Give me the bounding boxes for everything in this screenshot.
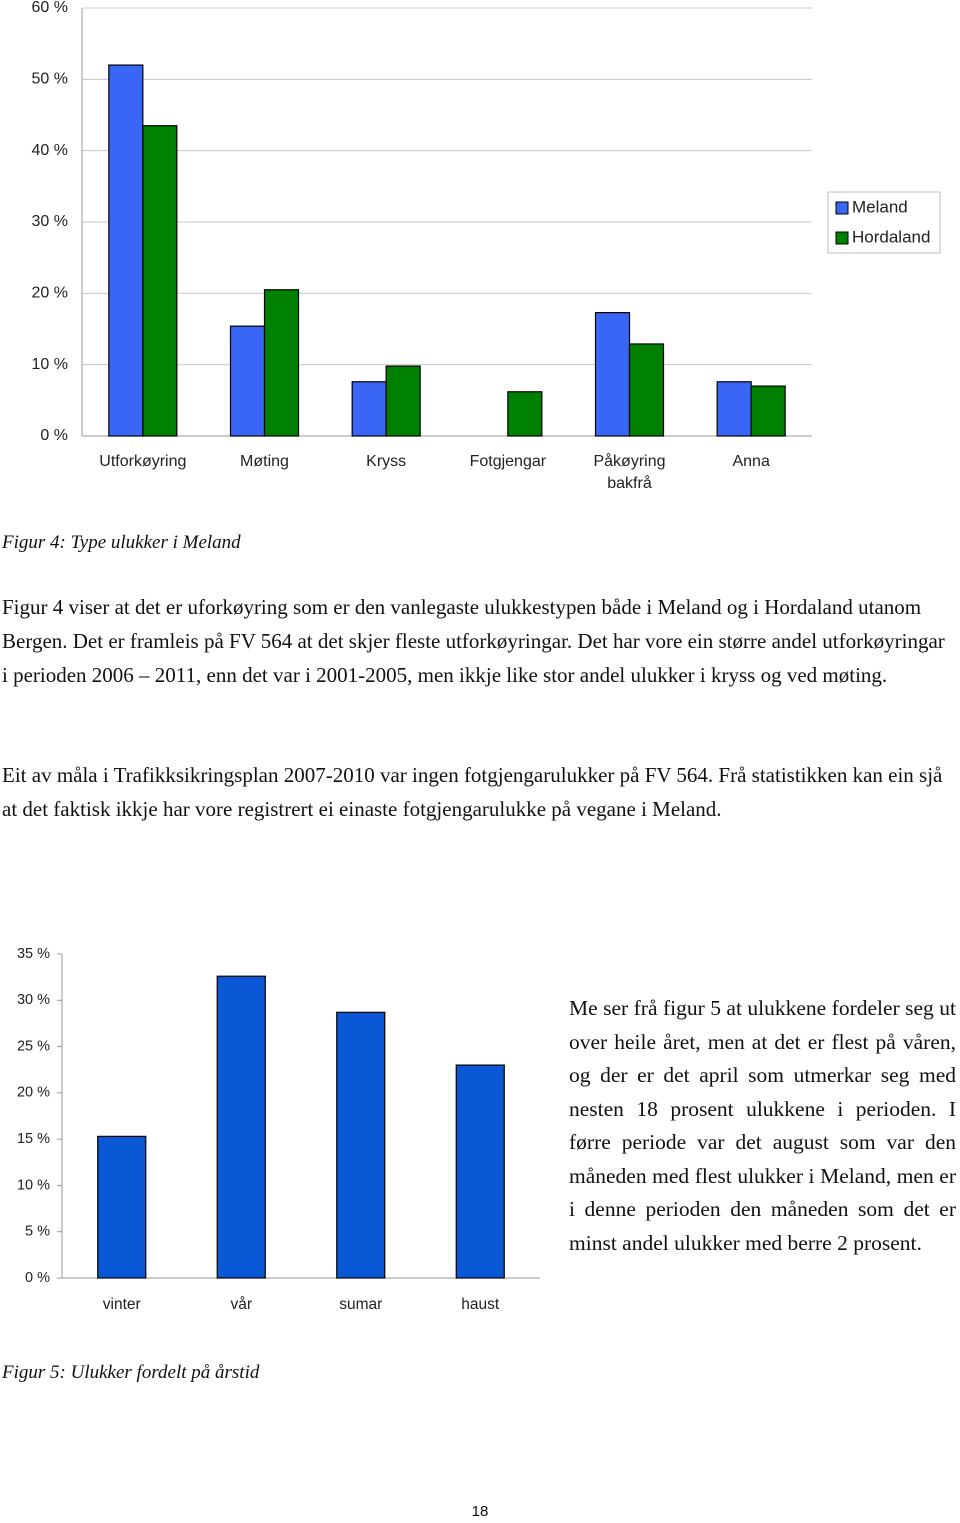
y-tick-label: 20 %: [32, 285, 68, 302]
x-tick-label: haust: [461, 1296, 500, 1313]
bar: [628, 343, 665, 437]
x-tick-label: Kryss: [366, 453, 407, 470]
x-tick-label: Møting: [240, 453, 289, 470]
y-tick-label: 25 %: [17, 1038, 50, 1054]
y-tick-label: 15 %: [17, 1131, 50, 1147]
y-tick-label: 0 %: [25, 1270, 50, 1286]
x-tick-label: sumar: [339, 1296, 383, 1313]
legend-label: Hordaland: [852, 227, 930, 246]
bar: [507, 391, 543, 437]
bar: [97, 1135, 147, 1279]
x-tick-label: vinter: [102, 1296, 141, 1313]
side-text: Me ser frå figur 5 at ulukkene fordeler …: [569, 996, 956, 1255]
y-tick-label: 10 %: [32, 356, 68, 373]
y-tick-label: 50 %: [32, 71, 68, 88]
bar: [716, 381, 752, 437]
bar: [594, 311, 631, 437]
y-tick-label: 40 %: [32, 142, 68, 159]
bar: [750, 385, 786, 437]
bar: [142, 125, 178, 437]
bar: [263, 289, 300, 437]
paragraph: Figur 4 viser at det er uforkøyring som …: [2, 595, 945, 687]
paragraph: Eit av måla i Trafikksikringsplan 2007-2…: [2, 763, 943, 821]
legend-swatch: [835, 231, 849, 245]
y-tick-label: 20 %: [17, 1085, 50, 1101]
bar: [229, 325, 266, 437]
x-tick-label: vår: [230, 1296, 253, 1313]
y-tick-label: 10 %: [17, 1177, 50, 1193]
legend-label: Meland: [852, 197, 908, 216]
y-tick-label: 0 %: [40, 427, 68, 444]
y-tick-label: 35 %: [17, 946, 50, 962]
figure-caption: Figur 4: Type ulukker i Meland: [2, 532, 241, 553]
x-tick-label: Fotgjengar: [469, 453, 547, 470]
x-tick-label: Utforkøyring: [99, 453, 187, 470]
y-tick-label: 30 %: [32, 213, 68, 230]
bar: [108, 64, 144, 437]
legend-swatch: [835, 201, 849, 215]
bar: [216, 975, 266, 1279]
figure-caption: Figur 5: Ulukker fordelt på årstid: [2, 1362, 260, 1383]
bar: [336, 1011, 386, 1279]
x-tick-label: Anna: [732, 453, 770, 470]
bar: [455, 1064, 505, 1279]
bar: [385, 365, 421, 437]
y-tick-label: 60 %: [32, 0, 68, 16]
y-tick-label: 30 %: [17, 992, 50, 1008]
bar: [351, 381, 387, 437]
page-number: 18: [471, 1503, 489, 1520]
y-tick-label: 5 %: [25, 1224, 50, 1240]
x-tick-label: Påkøyring bakfrå: [593, 453, 666, 492]
